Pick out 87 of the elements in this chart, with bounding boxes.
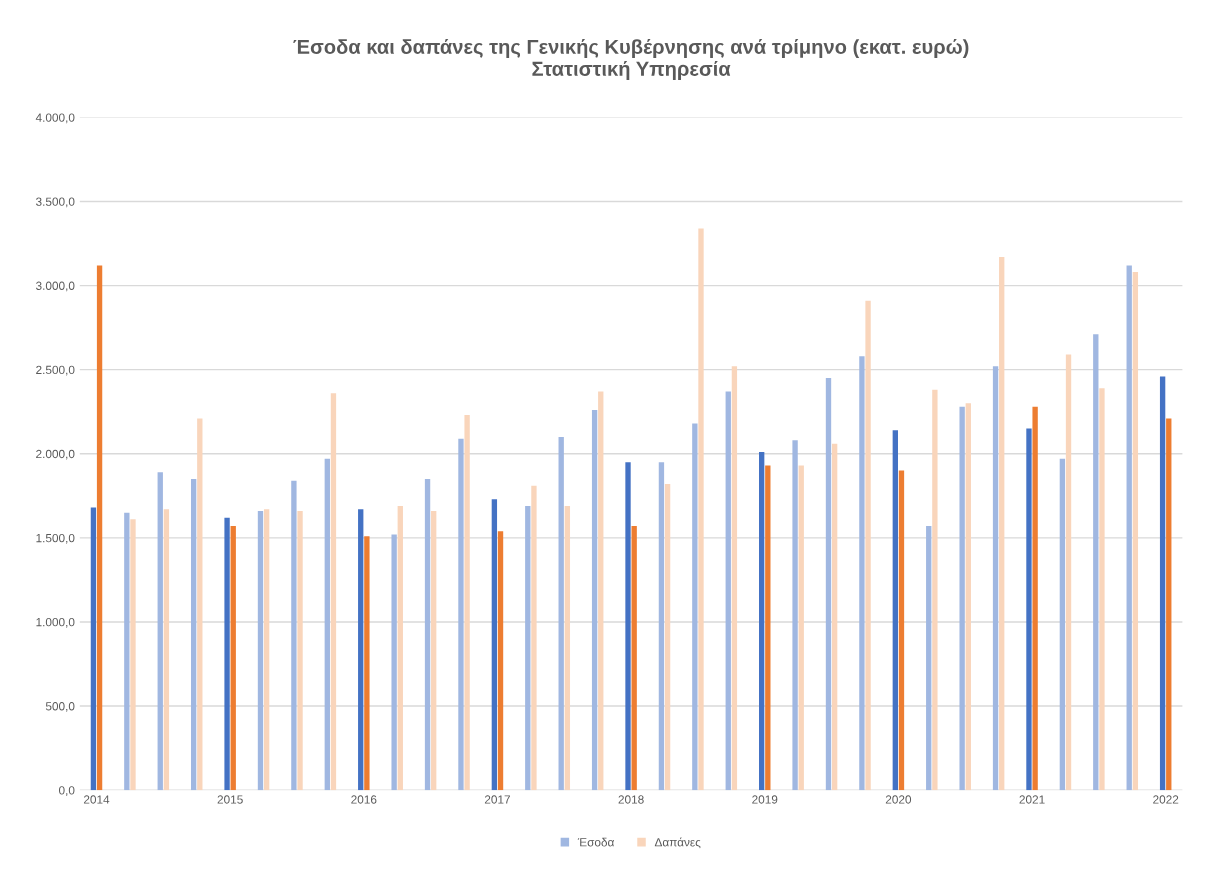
bar xyxy=(90,507,97,791)
bar xyxy=(531,485,537,791)
bar xyxy=(257,510,264,791)
bar xyxy=(330,393,337,791)
x-tick-label: 2020 xyxy=(885,795,912,804)
x-tick-label: 2015 xyxy=(217,795,243,804)
bar xyxy=(731,366,738,791)
bar xyxy=(1159,376,1166,791)
bar xyxy=(1059,458,1066,791)
bar xyxy=(692,423,698,791)
x-tick-label: 2021 xyxy=(1019,795,1045,804)
bar xyxy=(431,510,437,791)
x-tick-label: 2014 xyxy=(83,795,110,804)
x-tick-label: 2022 xyxy=(1153,795,1179,804)
bar xyxy=(1126,265,1132,791)
bar xyxy=(291,480,297,791)
bar xyxy=(1065,354,1072,791)
bar xyxy=(263,509,270,791)
bar xyxy=(1026,428,1032,791)
bar xyxy=(358,509,364,791)
bar xyxy=(598,391,604,791)
bar xyxy=(497,531,504,791)
bar xyxy=(625,462,631,791)
bar xyxy=(865,300,871,791)
chart-title: Έσοδα και δαπάνες της Γενικής Κυβέρνησης ανά τρίμηνο (εκατ. ευρώ) Στατιστική Υπηρεσία xyxy=(293,38,969,80)
y-tick-label: 2.000,0 xyxy=(36,449,75,460)
bar xyxy=(959,406,965,791)
y-tick-label: 0,0 xyxy=(58,786,75,796)
bar xyxy=(664,484,671,791)
bar xyxy=(765,465,771,791)
y-tick-label: 3.000,0 xyxy=(36,281,75,292)
bar xyxy=(1166,418,1172,791)
y-tick-label: 1.000,0 xyxy=(36,617,75,628)
bar xyxy=(1032,406,1038,791)
bar xyxy=(391,534,397,791)
bar xyxy=(725,391,731,791)
bar xyxy=(491,499,498,791)
bar xyxy=(999,256,1005,791)
bar xyxy=(658,462,665,791)
bar xyxy=(163,509,170,791)
bar xyxy=(792,440,798,791)
bar xyxy=(297,510,303,791)
x-tick-label: 2017 xyxy=(484,795,510,804)
bar xyxy=(965,403,971,791)
bar xyxy=(591,410,598,791)
bar xyxy=(464,415,470,791)
legend-label: Έσοδα xyxy=(577,837,615,847)
bar xyxy=(631,526,637,791)
bar xyxy=(157,472,163,791)
bar xyxy=(798,465,804,791)
bar xyxy=(892,430,898,791)
bar xyxy=(230,526,236,791)
bar xyxy=(558,436,564,791)
bar xyxy=(397,505,403,791)
x-tick-label: 2016 xyxy=(351,795,377,804)
bar xyxy=(324,458,330,791)
bar xyxy=(825,378,832,791)
bar xyxy=(197,418,203,791)
y-tick-label: 2.500,0 xyxy=(36,365,75,376)
bar xyxy=(926,526,932,791)
bar xyxy=(932,389,938,791)
bar xyxy=(1093,334,1099,791)
legend-label: Δαπάνες xyxy=(654,837,701,849)
x-tick-label: 2019 xyxy=(752,795,778,804)
bar xyxy=(898,470,905,791)
bar xyxy=(190,479,197,791)
bar xyxy=(564,505,571,791)
y-tick-label: 4.000,0 xyxy=(35,113,75,124)
bar xyxy=(992,366,999,791)
bar xyxy=(759,452,765,791)
x-tick-label: 2018 xyxy=(618,795,644,804)
bar xyxy=(698,228,704,791)
bar xyxy=(96,265,103,791)
bar xyxy=(424,479,431,791)
y-tick-label: 1.500,0 xyxy=(36,533,75,544)
bar xyxy=(364,536,370,791)
bar xyxy=(831,443,838,791)
bar xyxy=(1099,388,1105,791)
bar xyxy=(458,438,464,791)
bar xyxy=(124,512,130,791)
bar xyxy=(224,517,230,791)
bar xyxy=(130,519,136,791)
bar xyxy=(1132,272,1139,791)
bar xyxy=(525,505,531,791)
y-tick-label: 3.500,0 xyxy=(36,197,75,208)
y-tick-label: 500,0 xyxy=(45,702,75,712)
bar xyxy=(859,356,865,791)
